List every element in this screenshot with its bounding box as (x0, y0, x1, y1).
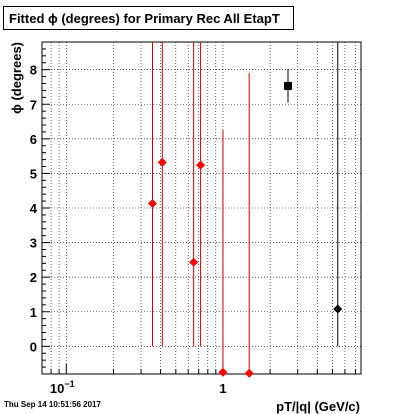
x-tick-label: 10−1 (50, 379, 75, 396)
data-point (284, 81, 293, 90)
title-box: Fitted ϕ (degrees) for Primary Rec All E… (3, 6, 294, 30)
y-tick-label: 8 (30, 63, 37, 78)
data-marks (147, 42, 343, 378)
data-point (147, 199, 157, 209)
y-tick-label: 1 (30, 305, 37, 320)
x-tick-label: 1 (219, 381, 226, 396)
data-point (157, 157, 167, 167)
y-tick-label: 4 (30, 201, 38, 216)
y-tick-label: 0 (30, 339, 37, 354)
data-point (333, 304, 343, 314)
x-axis-label: pT/|q| (GeV/c) (276, 399, 360, 414)
y-tick-label: 2 (30, 270, 37, 285)
axes: 0 1 2 3 4 5 6 7 8 10−1 1 (30, 41, 356, 396)
y-tick-label: 7 (30, 97, 37, 112)
y-tick-label: 6 (30, 132, 37, 147)
data-point (196, 160, 206, 170)
grid (41, 42, 361, 374)
chart-title: Fitted ϕ (degrees) for Primary Rec All E… (9, 11, 280, 26)
timestamp: Thu Sep 14 10:51:56 2017 (4, 400, 101, 409)
y-tick-label: 5 (30, 166, 37, 181)
data-point (244, 368, 254, 378)
y-tick-label: 3 (30, 236, 37, 251)
data-point (218, 367, 228, 377)
y-axis-label: ϕ (degrees) (9, 42, 24, 114)
data-point (189, 257, 199, 267)
